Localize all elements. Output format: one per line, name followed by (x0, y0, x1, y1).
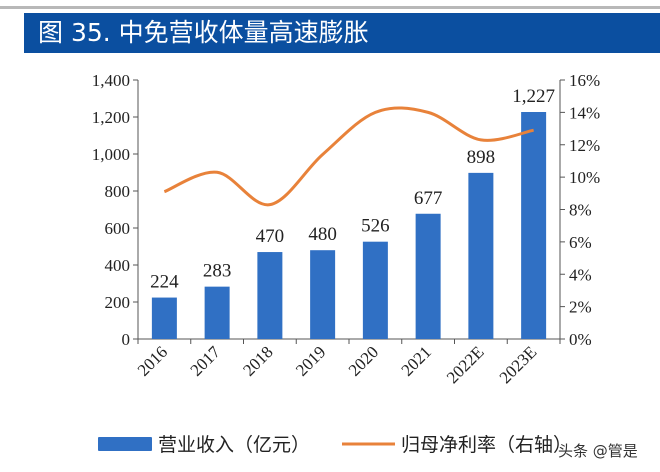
x-tick-label: 2022E (443, 342, 488, 387)
right-tick-label: 10% (569, 168, 600, 187)
x-tick-label: 2016 (134, 342, 171, 379)
bar-data-label: 526 (361, 216, 390, 237)
bar-data-label: 283 (203, 261, 232, 282)
bar-2019 (310, 250, 336, 339)
right-tick-label: 0% (569, 330, 592, 349)
x-tick-label: 2020 (345, 342, 382, 379)
bar-2018 (257, 252, 283, 339)
left-tick-label: 1,400 (92, 71, 130, 90)
left-tick-label: 600 (105, 219, 131, 238)
bar-data-label: 480 (308, 224, 337, 245)
right-tick-label: 8% (569, 201, 592, 220)
bar-data-label: 470 (256, 226, 285, 247)
left-tick-label: 800 (105, 182, 131, 201)
left-tick-label: 400 (105, 256, 131, 275)
legend-revenue: 营业收入（亿元） (158, 434, 310, 456)
legend-net-margin: 归母净利率（右轴） (401, 434, 572, 456)
x-tick-label: 2021 (397, 342, 434, 379)
x-tick-label: 2019 (292, 342, 329, 379)
x-tick-label: 2018 (239, 342, 276, 379)
top-rule (0, 6, 660, 9)
right-tick-label: 16% (569, 71, 600, 90)
bar-data-label: 1,227 (512, 86, 555, 107)
right-tick-label: 6% (569, 233, 592, 252)
right-tick-label: 14% (569, 103, 600, 122)
watermark: 头条 @管是 (558, 442, 638, 460)
net-margin-line (163, 106, 534, 207)
right-tick-label: 12% (569, 136, 600, 155)
right-tick-label: 2% (569, 298, 592, 317)
bar-2021 (415, 213, 441, 339)
bar-2020 (362, 241, 388, 339)
left-tick-label: 1,000 (92, 145, 130, 164)
x-tick-label: 2017 (186, 342, 224, 380)
bar-data-label: 677 (414, 188, 443, 209)
bar-2023E (521, 112, 547, 339)
left-tick-label: 0 (122, 330, 131, 349)
bar-data-label: 224 (150, 272, 179, 293)
bar-2016 (151, 297, 177, 339)
bar-2022E (468, 172, 494, 339)
right-tick-label: 4% (569, 265, 592, 284)
left-tick-label: 200 (105, 293, 131, 312)
bar-data-label: 898 (467, 147, 496, 168)
left-tick-label: 1,200 (92, 108, 130, 127)
legend-bar-swatch (98, 437, 152, 451)
x-tick-label: 2023E (496, 342, 541, 387)
chart-title: 图 35. 中免营收体量高速膨胀 (24, 13, 660, 53)
bar-2017 (204, 286, 230, 339)
